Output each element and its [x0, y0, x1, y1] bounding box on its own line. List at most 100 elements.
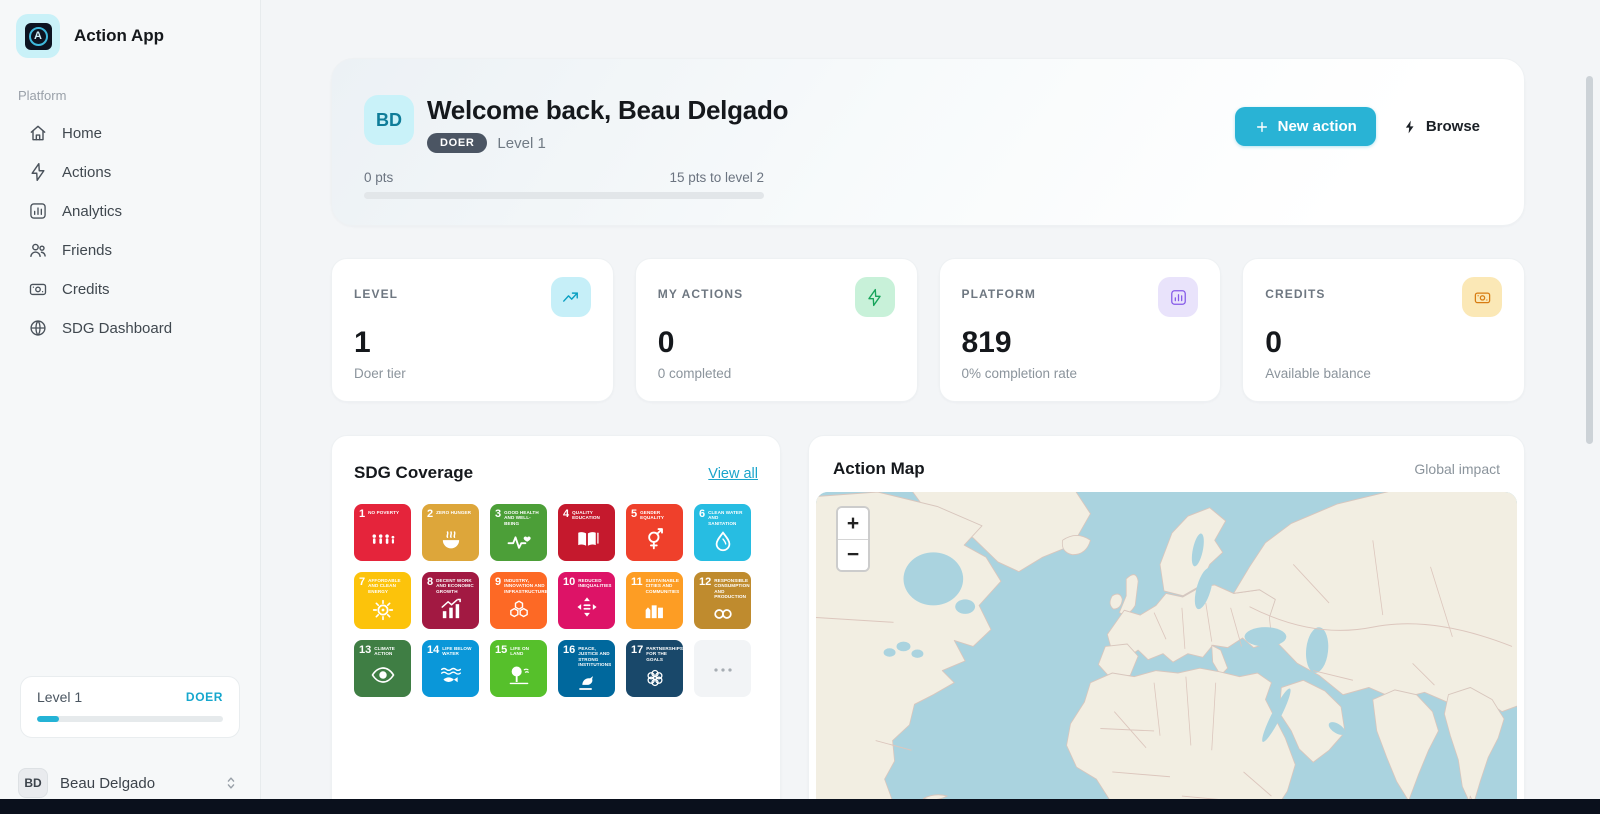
- sdg-tile[interactable]: 14 LIFE BELOW WATER: [422, 640, 479, 697]
- sdg-tile[interactable]: 13 CLIMATE ACTION: [354, 640, 411, 697]
- sidebar-item-label: Credits: [62, 280, 110, 298]
- globe-icon: [28, 318, 48, 338]
- sdg-label: PARTNERSHIPS FOR THE GOALS: [646, 646, 683, 662]
- sdg4-icon: [563, 521, 611, 558]
- view-all-link[interactable]: View all: [708, 466, 758, 482]
- new-action-button[interactable]: New action: [1234, 107, 1376, 146]
- plus-icon: [1254, 119, 1270, 135]
- users-icon: [28, 240, 48, 260]
- sdg-tile[interactable]: 5 GENDER EQUALITY: [626, 504, 683, 561]
- sidebar-item-home[interactable]: Home: [16, 115, 242, 151]
- zap-icon: [28, 162, 48, 182]
- user-avatar: BD: [18, 768, 48, 798]
- sdg11-icon: [631, 594, 679, 626]
- sdg-tile[interactable]: 10 REDUCED INEQUALITIES: [558, 572, 615, 629]
- zoom-in-button[interactable]: +: [838, 508, 868, 539]
- sdg14-icon: [427, 657, 475, 694]
- sdg1-icon: [359, 520, 407, 558]
- sdg12-icon: [699, 600, 747, 628]
- welcome-avatar: BD: [364, 95, 414, 145]
- more-ellipsis-icon: [699, 646, 747, 694]
- sidebar-item-sdg-dashboard[interactable]: SDG Dashboard: [16, 310, 242, 346]
- zap-icon: [854, 277, 895, 317]
- sdg-tile[interactable]: 1 NO POVERTY: [354, 504, 411, 561]
- stat-label: MY ACTIONS: [657, 287, 744, 301]
- sdg-number: 8: [427, 576, 434, 588]
- sdg-number: 17: [631, 644, 644, 656]
- sidebar-item-friends[interactable]: Friends: [16, 232, 242, 268]
- level-label: Level 1: [37, 689, 83, 705]
- stat-subtitle: 0 completed: [657, 366, 732, 381]
- stats-row: LEVEL 1 Doer tier MY ACTIONS 0 0 complet…: [331, 258, 1525, 402]
- sdg-number: 14: [427, 644, 440, 656]
- chevrons-up-down-icon: [222, 774, 240, 792]
- world-map[interactable]: + −: [816, 492, 1517, 814]
- sdg-number: 9: [495, 576, 502, 588]
- sdg-tile[interactable]: 17 PARTNERSHIPS FOR THE GOALS: [626, 640, 683, 697]
- sdg-tile[interactable]: 16 PEACE, JUSTICE AND STRONG INSTITUTION…: [558, 640, 615, 697]
- sdg-number: 16: [563, 644, 576, 656]
- sdg-tile[interactable]: 2 ZERO HUNGER: [422, 504, 479, 561]
- page-scrollbar-thumb[interactable]: [1586, 76, 1593, 444]
- sidebar-item-analytics[interactable]: Analytics: [16, 193, 242, 229]
- points-label: 0 pts: [364, 170, 394, 185]
- tier-badge: DOER: [185, 690, 223, 704]
- logo-letter: A: [28, 26, 48, 46]
- sdg-tile[interactable]: 8 DECENT WORK AND ECONOMIC GROWTH: [422, 572, 479, 629]
- sdg-tile[interactable]: 15 LIFE ON LAND: [490, 640, 547, 697]
- sdg-tile[interactable]: 7 AFFORDABLE AND CLEAN ENERGY: [354, 572, 411, 629]
- sdg15-icon: [495, 657, 543, 694]
- sdg-number: 11: [631, 576, 643, 588]
- welcome-title: Welcome back, Beau Delgado: [427, 95, 789, 125]
- stat-label: PLATFORM: [961, 287, 1036, 301]
- stat-subtitle: Available balance: [1265, 366, 1371, 381]
- bar-chart-icon: [1158, 277, 1199, 317]
- sdg-label: ZERO HUNGER: [436, 510, 472, 515]
- sdg16-icon: [563, 668, 611, 696]
- sdg-label: NO POVERTY: [368, 510, 400, 515]
- sdg-tile[interactable]: 9 INDUSTRY, INNOVATION AND INFRASTRUCTUR…: [490, 572, 547, 629]
- sdg-number: 7: [359, 576, 366, 588]
- sidebar-nav: Home Actions Analytics Friends: [16, 115, 242, 349]
- bottom-row: SDG Coverage View all 1 NO POVERTY: [331, 435, 1525, 814]
- sdg9-icon: [495, 594, 543, 626]
- user-name: Beau Delgado: [60, 774, 156, 792]
- stat-card: MY ACTIONS 0 0 completed: [634, 258, 918, 402]
- sdg-tile[interactable]: 12 RESPONSIBLE CONSUMPTION AND PRODUCTIO…: [694, 572, 751, 629]
- sdg-label: PEACE, JUSTICE AND STRONG INSTITUTIONS: [578, 646, 612, 668]
- welcome-progress: 0 pts 15 pts to level 2: [364, 170, 764, 199]
- sdg-tile[interactable]: 6 CLEAN WATER AND SANITATION: [694, 504, 751, 561]
- sdg-label: CLEAN WATER AND SANITATION: [708, 510, 743, 526]
- next-level-label: 15 pts to level 2: [669, 170, 764, 185]
- level-progress-track: [37, 716, 223, 722]
- main-content: BD Welcome back, Beau Delgado DOER Level…: [261, 0, 1600, 814]
- sidebar-item-actions[interactable]: Actions: [16, 154, 242, 190]
- sdg-tile[interactable]: 4 QUALITY EDUCATION: [558, 504, 615, 561]
- sdg13-icon: [359, 657, 407, 694]
- sidebar-item-label: Analytics: [62, 202, 123, 220]
- window-bottom-bar: [0, 799, 1600, 814]
- sdg8-icon: [427, 594, 475, 626]
- browse-button[interactable]: Browse: [1390, 107, 1492, 146]
- world-map-svg: [816, 492, 1517, 814]
- home-icon: [28, 123, 48, 143]
- user-menu[interactable]: BD Beau Delgado: [16, 768, 242, 798]
- sdg2-icon: [427, 520, 475, 558]
- stat-card: LEVEL 1 Doer tier: [331, 258, 614, 402]
- app-logo-icon: A: [16, 14, 60, 58]
- sdg7-icon: [359, 594, 407, 626]
- zoom-out-button[interactable]: −: [838, 539, 868, 570]
- sdg-label: GENDER EQUALITY: [640, 510, 665, 521]
- app-title: Action App: [74, 26, 165, 45]
- sidebar-item-credits[interactable]: Credits: [16, 271, 242, 307]
- map-subtitle: Global impact: [1414, 461, 1500, 477]
- sdg-number: 12: [699, 576, 712, 588]
- sdg-label: AFFORDABLE AND CLEAN ENERGY: [368, 578, 401, 594]
- sdg-number: 4: [563, 508, 570, 520]
- sdg-tile[interactable]: 3 GOOD HEALTH AND WELL-BEING: [490, 504, 547, 561]
- sdg-tile[interactable]: [694, 640, 751, 697]
- sdg-number: 2: [427, 508, 434, 520]
- sdg-number: 10: [563, 576, 576, 588]
- sdg-tile[interactable]: 11 SUSTAINABLE CITIES AND COMMUNITIES: [626, 572, 683, 629]
- sdg-label: REDUCED INEQUALITIES: [578, 578, 612, 589]
